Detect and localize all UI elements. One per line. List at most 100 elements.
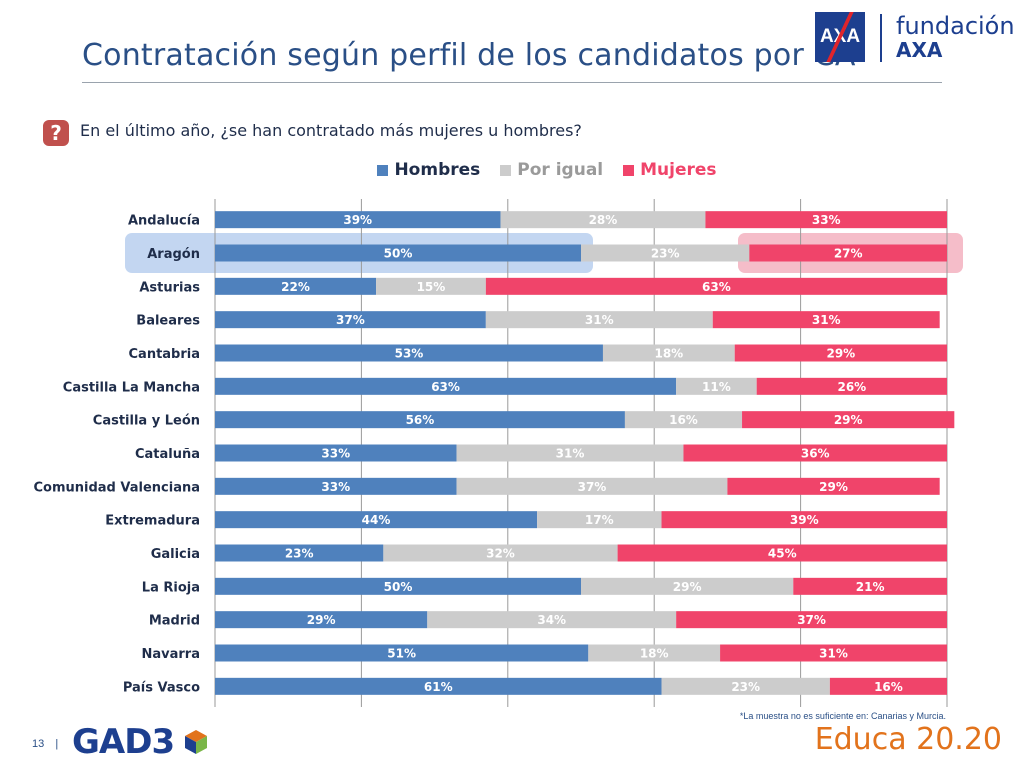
data-label-mujeres-cantabria: 29% <box>826 347 855 361</box>
bar-hombres-cantabria <box>215 344 603 362</box>
educa-2020-logo: Educa 20.20 <box>814 722 1002 757</box>
legend-item-por-igual: Por igual <box>500 160 603 180</box>
title-divider <box>82 82 942 83</box>
data-label-hombres-la-rioja: 50% <box>384 580 413 594</box>
data-label-hombres-extremadura: 44% <box>362 513 391 527</box>
bar-mujeres-navarra <box>720 644 947 662</box>
bar-por-igual-andalucia <box>500 211 706 229</box>
data-label-por-igual-la-rioja: 29% <box>673 580 702 594</box>
bar-hombres-navarra <box>215 644 589 662</box>
category-label-la-rioja: La Rioja <box>142 580 200 595</box>
bar-por-igual-cantabria <box>602 344 735 362</box>
bar-hombres-madrid <box>215 611 428 629</box>
bar-mujeres-comunidad-valenciana <box>727 477 940 495</box>
bar-por-igual-castilla-y-leon <box>624 411 743 429</box>
bar-mujeres-cantabria <box>734 344 947 362</box>
data-label-hombres-asturias: 22% <box>281 280 310 294</box>
data-label-por-igual-madrid: 34% <box>537 613 566 627</box>
footnote: *La muestra no es suficiente en: Canaria… <box>739 711 946 721</box>
bar-por-igual-cataluna <box>456 444 684 462</box>
data-label-por-igual-castilla-y-leon: 16% <box>669 413 698 427</box>
bar-mujeres-extremadura <box>661 511 947 529</box>
page-title: Contratación según perfil de los candida… <box>82 38 856 73</box>
data-label-por-igual-pais-vasco: 23% <box>731 680 760 694</box>
legend-item-hombres: Hombres <box>377 160 480 180</box>
data-label-por-igual-castilla-la-mancha: 11% <box>702 380 731 394</box>
bar-mujeres-la-rioja <box>793 577 947 595</box>
bar-mujeres-castilla-y-leon <box>742 411 955 429</box>
data-label-por-igual-cataluna: 31% <box>556 447 585 461</box>
bar-hombres-galicia <box>215 544 384 562</box>
legend-label-por-igual: Por igual <box>517 160 604 180</box>
data-label-por-igual-asturias: 15% <box>417 280 446 294</box>
logo-text-fundacion: fundación <box>896 12 1015 40</box>
category-label-pais-vasco: País Vasco <box>123 680 200 695</box>
logo-text-axa: AXA <box>896 38 943 62</box>
data-label-mujeres-pais-vasco: 16% <box>874 680 903 694</box>
data-label-por-igual-andalucia: 28% <box>589 213 618 227</box>
category-label-galicia: Galicia <box>151 547 200 562</box>
bar-hombres-aragon <box>215 244 581 262</box>
data-label-mujeres-comunidad-valenciana: 29% <box>819 480 848 494</box>
data-label-hombres-andalucia: 39% <box>343 213 372 227</box>
data-label-por-igual-navarra: 18% <box>640 647 669 661</box>
bar-por-igual-navarra <box>588 644 721 662</box>
gad3-logo: GAD3 <box>72 722 175 762</box>
data-label-mujeres-madrid: 37% <box>797 613 826 627</box>
data-label-hombres-pais-vasco: 61% <box>424 680 453 694</box>
bar-mujeres-baleares <box>712 311 940 329</box>
data-label-mujeres-asturias: 63% <box>702 280 731 294</box>
bar-por-igual-pais-vasco <box>661 677 830 695</box>
category-label-cataluna: Cataluña <box>135 447 200 462</box>
bar-por-igual-baleares <box>485 311 713 329</box>
data-label-hombres-baleares: 37% <box>336 313 365 327</box>
gad3-cube-icon <box>185 730 207 754</box>
bar-hombres-castilla-y-leon <box>215 411 625 429</box>
data-label-hombres-navarra: 51% <box>387 647 416 661</box>
bar-por-igual-comunidad-valenciana <box>456 477 728 495</box>
bar-mujeres-galicia <box>617 544 947 562</box>
legend-item-mujeres: Mujeres <box>623 160 717 180</box>
data-label-mujeres-castilla-la-mancha: 26% <box>837 380 866 394</box>
question-icon: ? <box>43 120 69 146</box>
data-label-mujeres-cataluna: 36% <box>801 447 830 461</box>
legend-swatch-mujeres <box>623 164 635 176</box>
bar-mujeres-cataluna <box>683 444 947 462</box>
data-label-hombres-cataluna: 33% <box>321 447 350 461</box>
category-label-madrid: Madrid <box>149 614 200 629</box>
bar-por-igual-aragon <box>581 244 750 262</box>
data-label-mujeres-castilla-y-leon: 29% <box>834 413 863 427</box>
category-label-navarra: Navarra <box>142 647 201 662</box>
bar-mujeres-castilla-la-mancha <box>756 377 947 395</box>
chart-legend: Hombres Por igual Mujeres <box>0 160 1024 180</box>
category-label-castilla-la-mancha: Castilla La Mancha <box>63 380 200 395</box>
bar-por-igual-asturias <box>376 277 486 295</box>
page-number-value: 13 <box>32 738 45 750</box>
data-label-hombres-cantabria: 53% <box>395 347 424 361</box>
page-number-separator: | <box>55 738 59 750</box>
legend-swatch-por-igual <box>500 164 512 176</box>
data-label-hombres-comunidad-valenciana: 33% <box>321 480 350 494</box>
legend-swatch-hombres <box>377 164 389 176</box>
page-number: 13 | <box>32 738 58 750</box>
bar-por-igual-extremadura <box>537 511 662 529</box>
data-label-por-igual-extremadura: 17% <box>585 513 614 527</box>
bar-hombres-cataluna <box>215 444 457 462</box>
bar-por-igual-galicia <box>383 544 618 562</box>
bar-hombres-pais-vasco <box>215 677 662 695</box>
bar-hombres-comunidad-valenciana <box>215 477 457 495</box>
data-label-mujeres-navarra: 31% <box>819 647 848 661</box>
data-label-mujeres-aragon: 27% <box>834 247 863 261</box>
logo-divider <box>880 14 882 62</box>
category-label-extremadura: Extremadura <box>105 514 200 529</box>
data-label-por-igual-baleares: 31% <box>585 313 614 327</box>
category-label-andalucia: Andalucía <box>128 214 200 229</box>
category-label-asturias: Asturias <box>139 280 200 295</box>
data-label-hombres-castilla-la-mancha: 63% <box>431 380 460 394</box>
bar-mujeres-andalucia <box>705 211 947 229</box>
bar-hombres-asturias <box>215 277 377 295</box>
bar-hombres-baleares <box>215 311 486 329</box>
category-label-baleares: Baleares <box>136 314 200 329</box>
bar-mujeres-madrid <box>676 611 947 629</box>
